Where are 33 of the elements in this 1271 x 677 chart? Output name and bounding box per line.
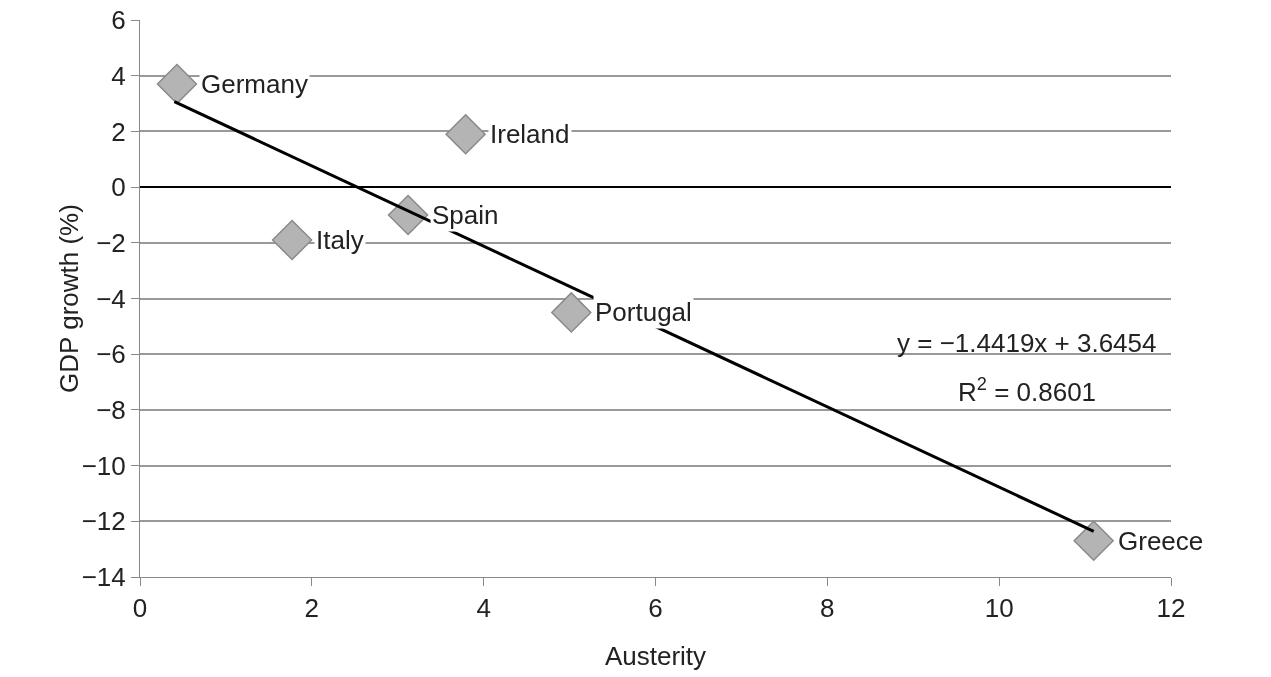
- x-tick-label: 6: [648, 593, 663, 624]
- annotation: y = −1.4419x + 3.6454: [897, 328, 1157, 358]
- x-tick-label: 12: [1156, 593, 1186, 624]
- x-tick-label: 2: [304, 593, 320, 624]
- x-tick-label: 4: [476, 593, 491, 624]
- point: [551, 292, 592, 333]
- point: [156, 63, 198, 105]
- point: [271, 219, 313, 261]
- x-tick-label: 0: [132, 593, 148, 624]
- annotation: Greece: [1118, 526, 1204, 556]
- annotation: Spain: [432, 200, 499, 230]
- x-tick-label: 10: [984, 593, 1014, 624]
- annotation: Ireland: [490, 119, 570, 149]
- x-tick-label: 8: [820, 593, 835, 624]
- y-tick-label: −8: [96, 395, 126, 425]
- y-tick-label: −12: [81, 506, 126, 537]
- y-axis-title: GDP growth (%): [54, 204, 84, 393]
- annotation: R$^{2}$ = 0.8601: [958, 374, 1097, 407]
- annotation: Portugal: [595, 297, 692, 327]
- y-tick-label: 2: [111, 116, 126, 147]
- annotation: Germany: [201, 69, 308, 99]
- point: [1073, 520, 1114, 562]
- annotation: Italy: [316, 225, 364, 255]
- y-tick-label: −14: [81, 562, 126, 593]
- y-tick-label: 6: [111, 5, 126, 36]
- y-tick-label: 0: [111, 172, 126, 203]
- y-tick-label: −10: [81, 450, 126, 481]
- x-axis-title: Austerity: [604, 641, 707, 671]
- y-tick-label: −4: [96, 283, 126, 314]
- point: [445, 113, 486, 155]
- y-tick-label: −2: [96, 227, 126, 258]
- y-tick-label: −6: [96, 339, 126, 370]
- y-tick-label: 4: [111, 60, 126, 91]
